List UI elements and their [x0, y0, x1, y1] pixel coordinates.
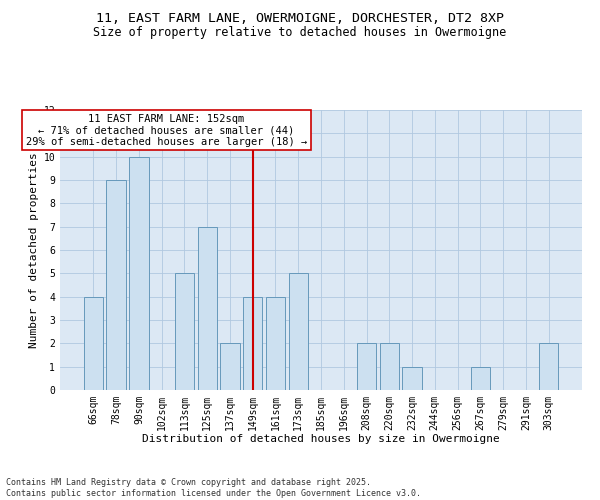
- Bar: [289, 274, 308, 390]
- Bar: [197, 226, 217, 390]
- Text: Size of property relative to detached houses in Owermoigne: Size of property relative to detached ho…: [94, 26, 506, 39]
- Bar: [243, 296, 262, 390]
- Bar: [539, 344, 558, 390]
- Bar: [106, 180, 126, 390]
- Bar: [84, 296, 103, 390]
- Bar: [175, 274, 194, 390]
- Text: 11, EAST FARM LANE, OWERMOIGNE, DORCHESTER, DT2 8XP: 11, EAST FARM LANE, OWERMOIGNE, DORCHEST…: [96, 12, 504, 26]
- Bar: [266, 296, 285, 390]
- Bar: [470, 366, 490, 390]
- X-axis label: Distribution of detached houses by size in Owermoigne: Distribution of detached houses by size …: [142, 434, 500, 444]
- Bar: [403, 366, 422, 390]
- Bar: [129, 156, 149, 390]
- Text: 11 EAST FARM LANE: 152sqm
← 71% of detached houses are smaller (44)
29% of semi-: 11 EAST FARM LANE: 152sqm ← 71% of detac…: [26, 114, 307, 146]
- Y-axis label: Number of detached properties: Number of detached properties: [29, 152, 39, 348]
- Bar: [380, 344, 399, 390]
- Bar: [357, 344, 376, 390]
- Text: Contains HM Land Registry data © Crown copyright and database right 2025.
Contai: Contains HM Land Registry data © Crown c…: [6, 478, 421, 498]
- Bar: [220, 344, 239, 390]
